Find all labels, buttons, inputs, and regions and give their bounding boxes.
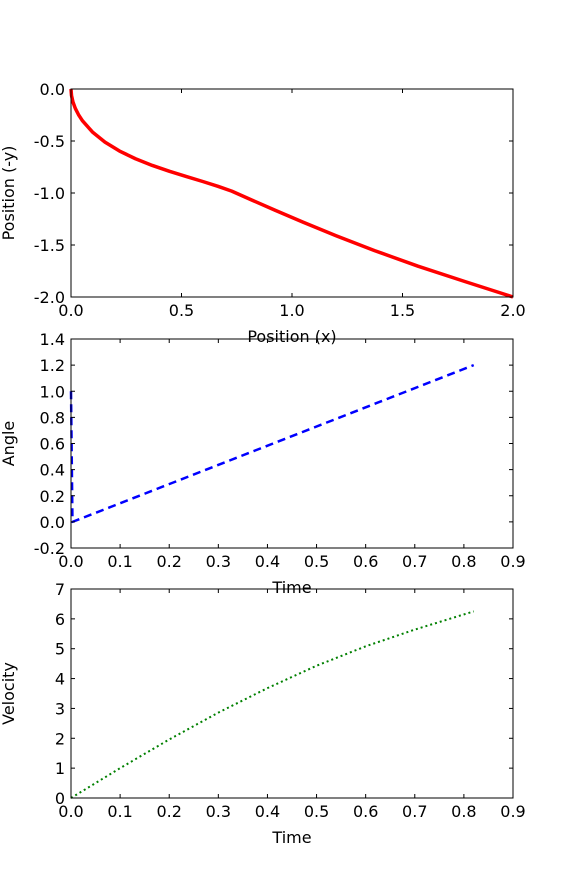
x-tick-label: 0.0: [58, 301, 83, 320]
y-tick-label: 0.0: [40, 80, 65, 99]
x-tick-label: 0.3: [206, 802, 231, 821]
x-tick-label: 0.5: [304, 552, 329, 571]
y-tick-label: 0.8: [40, 408, 65, 427]
series-line-1-1: [69, 88, 514, 299]
y-tick-label: 0: [55, 789, 65, 808]
x-tick-label: 0.2: [156, 802, 181, 821]
axes-frame: [70, 88, 514, 298]
y-tick-label: 7: [55, 580, 65, 599]
series-line-3-1: [70, 610, 475, 799]
x-tick-label: 0.5: [169, 301, 194, 320]
x-tick-label: 0.2: [156, 552, 181, 571]
y-axis-label: Angle: [0, 421, 18, 467]
y-tick-label: -0.2: [34, 539, 65, 558]
subplot-2: 0.0 0.1 0.2 0.3 0.4 0.5 0.6 0.7 0.8 0.9 1.4 1.2 1.0 0…: [0, 330, 526, 597]
axes-frame: [70, 338, 514, 549]
x-tick-label: 0.6: [353, 552, 378, 571]
axes-frame: [70, 588, 514, 799]
y-tick-label: 6: [55, 610, 65, 629]
x-tick-label: 0.3: [206, 552, 231, 571]
x-tick-label: 0.1: [107, 802, 132, 821]
y-tick-label: 1.2: [40, 356, 65, 375]
x-axis-label: Time: [271, 828, 311, 847]
x-axis-label: Time: [271, 578, 311, 597]
x-tick-label: 1.5: [390, 301, 415, 320]
x-tick-label: 0.9: [500, 552, 525, 571]
x-tick-label: 0.0: [58, 552, 83, 571]
x-tick-label: 0.9: [500, 802, 525, 821]
y-tick-label: 4: [55, 670, 65, 689]
series-line-2-1: [69, 363, 475, 524]
y-axis-label: Velocity: [0, 662, 18, 725]
y-tick-label: 1: [55, 759, 65, 778]
y-tick-label: 3: [55, 699, 65, 718]
y-tick-label: -0.5: [34, 132, 65, 151]
y-tick-label: 0.2: [40, 487, 65, 506]
y-tick-label: 5: [55, 640, 65, 659]
x-tick-label: 0.7: [402, 802, 427, 821]
x-tick-label: 0.7: [402, 552, 427, 571]
y-tick-label: 1.0: [40, 382, 65, 401]
y-tick-label: 0.0: [40, 513, 65, 532]
y-tick-label: 0.6: [40, 435, 65, 454]
x-tick-label: 2.0: [500, 301, 525, 320]
y-tick-label: 1.4: [40, 330, 65, 349]
y-axis-label: Position (-y): [0, 146, 18, 241]
subplot-3: 0.0 0.1 0.2 0.3 0.4 0.5 0.6 0.7 0.8 0.9 7 6 5 4 3 2 1 0 Ti…: [0, 580, 526, 847]
x-tick-label: 0.0: [58, 802, 83, 821]
y-tick-label: -1.5: [34, 236, 65, 255]
y-tick-label: -2.0: [34, 288, 65, 307]
x-tick-label: 0.8: [451, 552, 476, 571]
x-tick-label: 0.4: [255, 802, 280, 821]
x-tick-label: 1.0: [279, 301, 304, 320]
x-tick-label: 0.6: [353, 802, 378, 821]
subplot-1: 0.0 0.5 1.0 1.5 2.0 0.0 -0.5 -1.0 -1.5 -2.0 Positi…: [0, 80, 526, 346]
y-tick-label: -1.0: [34, 184, 65, 203]
y-tick-label: 0.4: [40, 461, 65, 480]
x-tick-label: 0.5: [304, 802, 329, 821]
x-tick-label: 0.4: [255, 552, 280, 571]
x-tick-label: 0.1: [107, 552, 132, 571]
y-tick-label: 2: [55, 729, 65, 748]
x-tick-label: 0.8: [451, 802, 476, 821]
x-axis-label: Position (x): [247, 327, 336, 346]
